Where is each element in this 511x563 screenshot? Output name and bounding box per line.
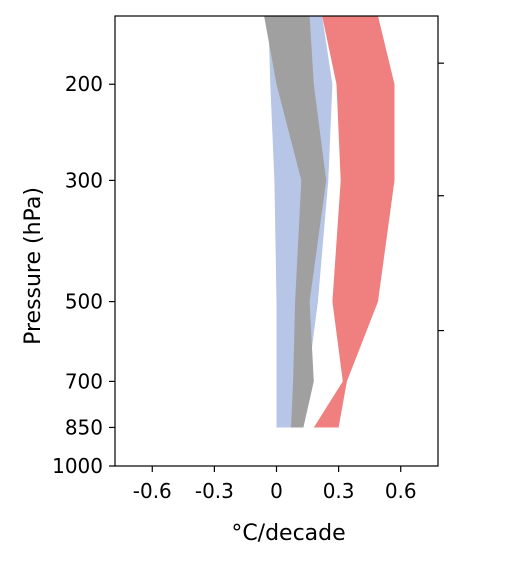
axis-layer: -0.6 -0.3 0 0.3 0.6 200 300 500 700 850 1000	[52, 62, 444, 503]
y-tick-label: 700	[65, 369, 103, 393]
y-tick-label: 500	[65, 290, 103, 314]
series-layer	[264, 16, 395, 428]
y-tick-label: 850	[65, 415, 103, 439]
x-axis-title: °C/decade	[231, 521, 345, 546]
x-tick-label: -0.3	[195, 479, 234, 503]
x-tick-label: 0	[270, 479, 283, 503]
y-tick-label: 1000	[52, 454, 103, 478]
x-tick-label: -0.6	[133, 479, 172, 503]
x-tick-label: 0.3	[323, 479, 355, 503]
y-tick-label: 200	[65, 72, 103, 96]
x-tick-label: 0.6	[385, 479, 417, 503]
trend-band-2	[264, 16, 327, 428]
y-axis-title: Pressure (hPa)	[21, 187, 46, 345]
y-tick-label: 300	[65, 168, 103, 192]
trend-band-3	[313, 16, 395, 428]
